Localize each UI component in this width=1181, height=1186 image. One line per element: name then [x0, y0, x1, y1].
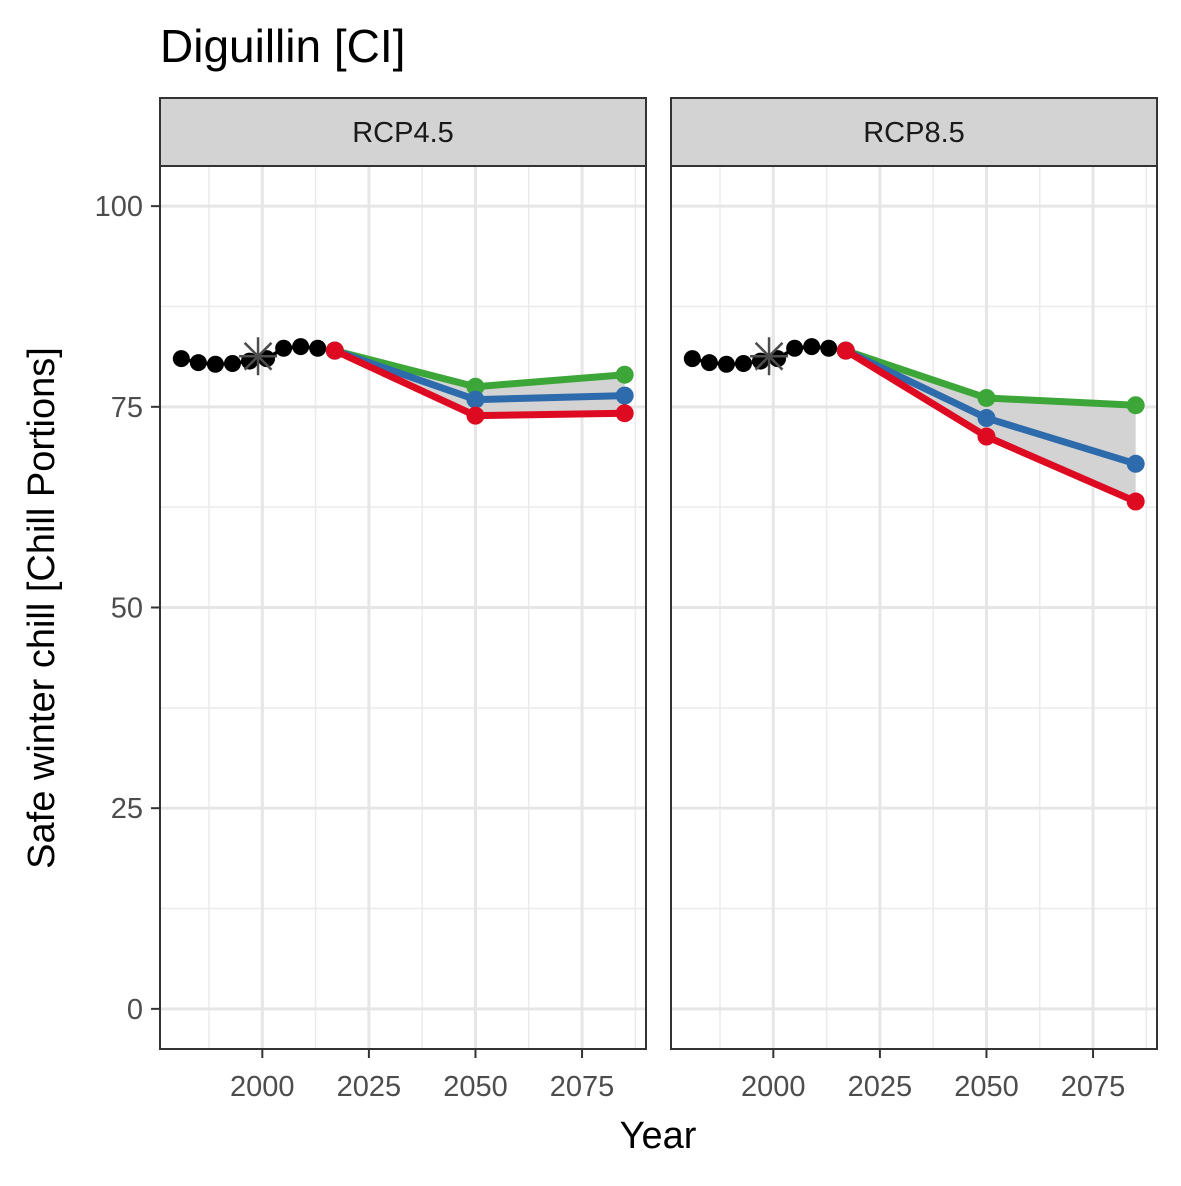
series-point-low [977, 427, 996, 446]
series-point-median [615, 386, 634, 405]
facet-strip [159, 97, 647, 167]
historic-point [717, 355, 735, 373]
series-point-median [466, 390, 485, 409]
reference-marker [750, 337, 789, 376]
series-point-median [1126, 454, 1145, 473]
x-tick-label: 2025 [848, 1071, 913, 1103]
x-tick-label: 2000 [230, 1071, 295, 1103]
series-point-high [1126, 396, 1145, 415]
x-tick-label: 2075 [550, 1071, 615, 1103]
y-tick-label: 100 [95, 191, 143, 223]
facet-panel-rcp4-5: RCP4.5 2000 2025 2050 2075 0 25 50 75 100 [95, 97, 647, 1103]
historic-point [189, 354, 207, 372]
x-tick-label: 2025 [337, 1071, 402, 1103]
historic-point [172, 350, 190, 368]
x-tick-label: 2050 [443, 1071, 508, 1103]
historic-point [683, 350, 701, 368]
series-point-low [615, 404, 634, 423]
y-tick-label: 0 [127, 994, 143, 1026]
x-tick-label: 2075 [1061, 1071, 1126, 1103]
historic-point [786, 339, 804, 357]
historic-point [292, 338, 310, 356]
x-tick-label: 2000 [741, 1071, 806, 1103]
historic-point [820, 339, 838, 357]
y-tick-label: 75 [111, 392, 143, 424]
reference-marker-stroke [243, 341, 273, 371]
reference-marker [239, 337, 278, 376]
y-tick-label: 50 [111, 593, 143, 625]
series-point-high [615, 365, 634, 384]
facet-strip [670, 97, 1158, 167]
series-point-low [466, 406, 485, 425]
series-point-median [977, 409, 996, 428]
historic-point [206, 355, 224, 373]
series-point-high [466, 377, 485, 396]
series-point-low [325, 341, 344, 360]
y-axis-title: Safe winter chill [Chill Portions] [21, 347, 63, 869]
historic-point [803, 338, 821, 356]
historic-point [223, 354, 241, 372]
historic-point [258, 350, 276, 368]
facet-strip-label: RCP4.5 [352, 117, 454, 149]
reference-marker-stroke [754, 341, 784, 371]
facet-strip-label: RCP8.5 [863, 117, 965, 149]
historic-point [769, 350, 787, 368]
x-axis-title: Year [620, 1115, 697, 1157]
historic-point [734, 354, 752, 372]
series-point-high [977, 388, 996, 407]
series-point-low [836, 341, 855, 360]
x-tick-label: 2050 [954, 1071, 1019, 1103]
historic-point [275, 339, 293, 357]
historic-point [700, 354, 718, 372]
y-tick-label: 25 [111, 793, 143, 825]
series-point-low [1126, 492, 1145, 511]
chart-title: Diguillin [CI] [160, 20, 405, 72]
facet-panel-rcp8-5: RCP8.5 2000 2025 2050 2075 [670, 97, 1158, 1103]
historic-point [309, 339, 327, 357]
